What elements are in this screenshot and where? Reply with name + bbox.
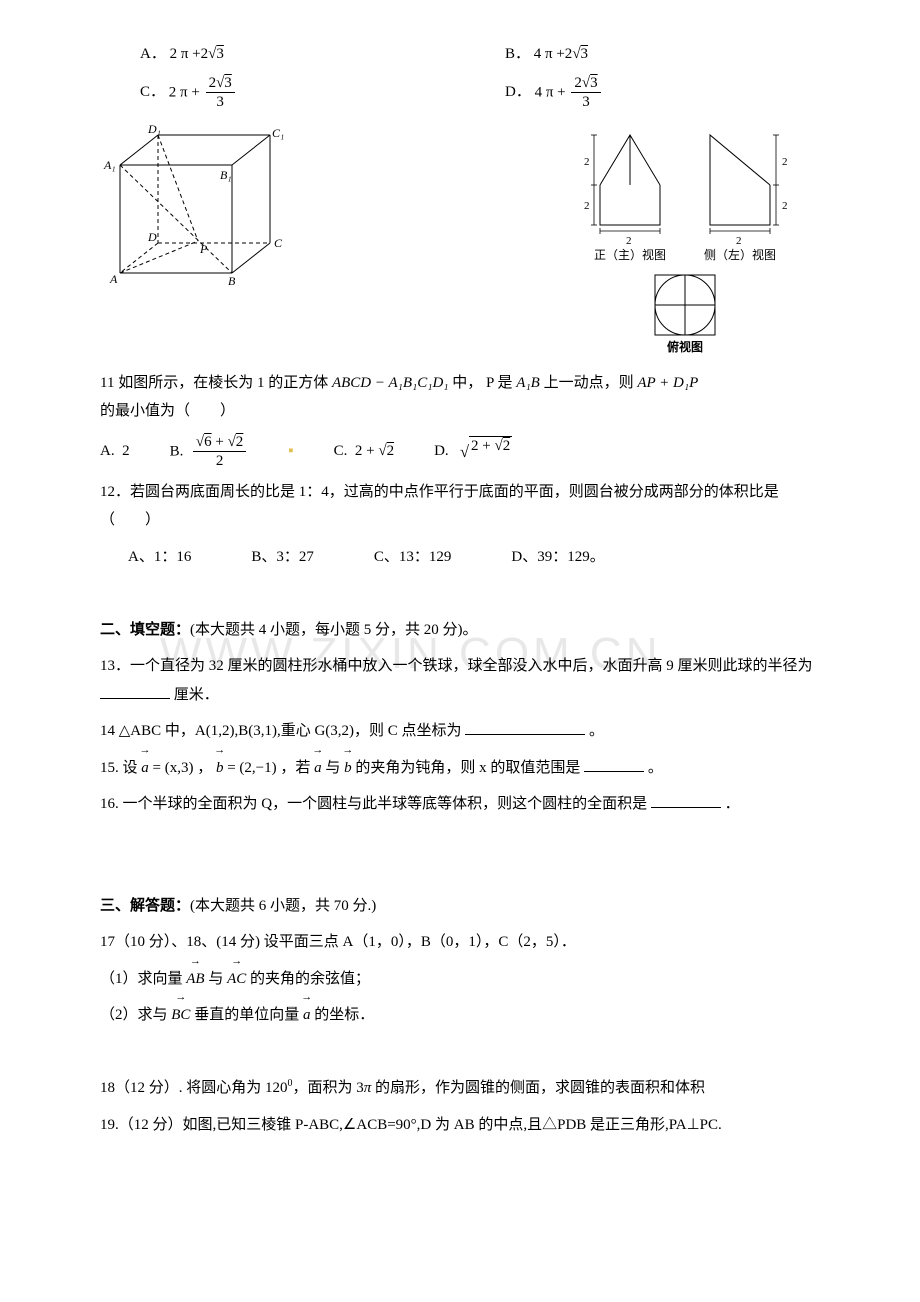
front-view-label: 正（主）视图 [594,247,666,262]
t: 中， P 是 [452,375,516,391]
q10-opt-D: D． 4 π + 2√33 [465,75,830,111]
q15: 15. 设 a = (x,3) ， b = (2,−1) ，若 a 与 b 的夹… [100,754,830,783]
q11-A: A. 2 [100,437,130,466]
t: 16. 一个半球的全面积为 Q，一个圆柱与此半球等底等体积，则这个圆柱的全面积是 [100,796,647,812]
t: 与 [325,760,340,776]
q11-B: B. √6 + √22 [170,434,249,470]
expr: AP + D₁P [637,375,698,391]
svg-text:C: C [274,236,283,250]
q12-A: A、1：16 [128,543,191,572]
q11-D: D. √2 + √2 [434,436,512,467]
svg-text:A₁: A₁ [103,158,116,172]
vec-b2: b [344,754,352,783]
q10-opt-B: B． 4 π +2√3 [465,40,830,69]
top-view-label: 俯视图 [667,339,703,354]
q12-options: A、1：16 B、3：27 C、13：129 D、39：129。 [100,543,830,572]
section-3-heading: 三、解答题：(本大题共 6 小题，共 70 分.) [100,892,830,921]
q19: 19.（12 分）如图,已知三棱锥 P-ABC,∠ACB=90°,D 为 AB … [100,1111,830,1140]
svg-text:D₁: D₁ [147,125,161,136]
blank-q16[interactable] [651,792,721,808]
t: 11 如图所示，在棱长为 1 的正方体 [100,375,332,391]
q16: 16. 一个半球的全面积为 Q，一个圆柱与此半球等底等体积，则这个圆柱的全面积是… [100,790,830,819]
section-2-heading: 二、填空题：(本大题共 4 小题，每小题 5 分，共 20 分)。 [100,616,830,645]
q11-options: A. 2 B. √6 + √22 ▪ C. 2 + √2 D. √2 + √2 [100,434,830,470]
blank-q14[interactable] [465,719,585,735]
tail: (本大题共 6 小题，共 70 分.) [190,898,376,914]
svg-text:A: A [109,272,118,285]
vec-b: b [216,754,224,783]
vec-AB: AB [186,965,204,994]
q17-p2: （2）求与 BC 垂直的单位向量 a 的坐标． [100,1001,830,1030]
t: （2）求与 [100,1007,168,1023]
t: 上一动点，则 [544,375,638,391]
svg-text:2: 2 [584,156,590,168]
svg-text:D: D [147,230,157,244]
t: 的最小值为（ ） [100,403,235,419]
t: （1）求向量 [100,971,183,987]
vec-a2: a [314,754,322,783]
q12-D: D、39：129。 [511,543,604,572]
q13: 13．一个直径为 32 厘米的圆柱形水桶中放入一个铁球，球全部没入水中后，水面升… [100,652,830,709]
t: = (x,3) ， [153,760,213,776]
q18: 18（12 分）. 将圆心角为 1200，面积为 3π 的扇形，作为圆锥的侧面，… [100,1074,830,1103]
cube-figure: D₁ C₁ A₁ B₁ D C A B P [100,125,300,285]
svg-text:C₁: C₁ [272,126,284,140]
t: 13．一个直径为 32 厘米的圆柱形水桶中放入一个铁球，球全部没入水中后，水面升… [100,658,813,674]
q17-line1: 17（10 分）、18、(14 分) 设平面三点 A（1，0），B（0，1），C… [100,928,830,957]
tail: 。 [589,723,604,739]
q10-opt-C: C． 2 π + 2√33 [100,75,465,111]
t: 的夹角为钝角，则 x 的取值范围是 [355,760,584,776]
svg-text:2: 2 [782,200,788,212]
vec-BC: BC [171,1001,190,1030]
t: 与 [208,971,227,987]
q10-opt-A: A． 2 π +2√3 [100,40,465,69]
figures-row: D₁ C₁ A₁ B₁ D C A B P [100,125,830,355]
tail: ． [725,796,740,812]
q14: 14 △ABC 中，A(1,2),B(3,1),重心 G(3,2)，则 C 点坐… [100,717,830,746]
tail: 。 [648,760,663,776]
t: 的夹角的余弦值； [250,971,370,987]
svg-text:2: 2 [626,235,632,247]
svg-text:2: 2 [584,200,590,212]
tail: (本大题共 4 小题，每小题 5 分，共 20 分)。 [190,622,478,638]
svg-text:P: P [199,242,208,256]
q17-p1: （1）求向量 AB 与 AC 的夹角的余弦值； [100,965,830,994]
q11-stem: 11 如图所示，在棱长为 1 的正方体 ABCD − A₁B₁C₁D₁ 中， P… [100,369,830,426]
q11-C: C. 2 + √2 [334,437,394,466]
q12-C: C、13：129 [374,543,452,572]
t: 15. 设 [100,760,138,776]
cube-name: ABCD − A₁B₁C₁D₁ [332,375,449,391]
q10-options: A． 2 π +2√3 B． 4 π +2√3 C． 2 π + 2√33 D．… [100,40,830,117]
head: 三、解答题： [100,898,190,914]
t: = (2,−1) ，若 [227,760,310,776]
svg-text:B: B [228,274,236,285]
opt-label: C． [140,78,165,107]
head: 二、填空题： [100,622,190,638]
svg-text:2: 2 [736,235,742,247]
q12-B: B、3：27 [251,543,314,572]
q12-stem: 12．若圆台两底面周长的比是 1：4，过高的中点作平行于底面的平面，则圆台被分成… [100,478,830,535]
opt-label: D． [505,78,531,107]
opt-label: B． [505,40,530,69]
side-view-label: 侧（左）视图 [704,247,776,262]
svg-text:B₁: B₁ [220,168,232,182]
t: 的坐标． [314,1007,374,1023]
t: 垂直的单位向量 [194,1007,299,1023]
opt-label: A． [140,40,166,69]
seg: A₁B [516,375,540,391]
blank-q13[interactable] [100,683,170,699]
unit: 厘米． [174,687,219,703]
vec-AC: AC [227,965,246,994]
three-view-figure: 2 2 2 2 2 2 正（主）视图 侧（左）视图 俯视图 [570,125,830,355]
vec-a3: a [303,1001,311,1030]
vec-a: a [141,754,149,783]
blank-q15[interactable] [584,756,644,772]
svg-text:2: 2 [782,156,788,168]
t: 14 △ABC 中，A(1,2),B(3,1),重心 G(3,2)，则 C 点坐… [100,723,462,739]
